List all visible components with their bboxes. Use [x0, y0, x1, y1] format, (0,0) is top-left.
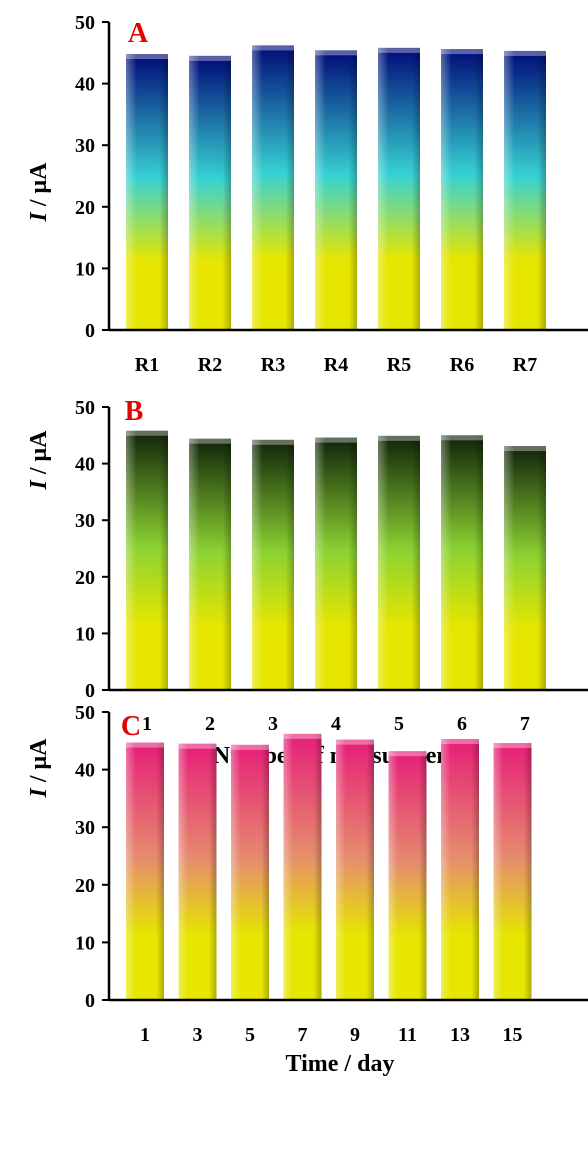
- bar-shade: [441, 435, 483, 690]
- bar-shade: [378, 435, 420, 690]
- x-tick-label: 6: [457, 713, 467, 735]
- x-tick-label: R5: [387, 354, 411, 376]
- panel-label-b: B: [125, 396, 144, 427]
- bar-cap: [441, 49, 483, 55]
- x-tick-label: 7: [520, 713, 530, 735]
- bar-shade: [441, 739, 479, 1000]
- y-tick-label: 50: [75, 12, 95, 34]
- x-axis-title: Time / day: [286, 1051, 395, 1077]
- bar-cap: [441, 435, 483, 441]
- bar-cap: [388, 751, 427, 757]
- bar-cap: [178, 743, 217, 749]
- bar-shade: [252, 45, 294, 331]
- bar-shade: [126, 54, 168, 330]
- x-tick-label: 11: [398, 1024, 417, 1046]
- y-tick-label: 20: [75, 567, 95, 589]
- bar-cap: [252, 45, 294, 51]
- x-tick-label: 1: [140, 1024, 150, 1046]
- bar-shade: [441, 49, 483, 330]
- y-tick-label: 20: [75, 197, 95, 219]
- bar-cap: [231, 744, 269, 750]
- x-tick-label: R4: [324, 354, 348, 376]
- bar-shade: [283, 733, 322, 1000]
- y-tick-label: 20: [75, 875, 95, 897]
- y-tick-label: 40: [75, 760, 95, 782]
- bar-shade: [178, 743, 217, 1000]
- bar-cap: [441, 739, 479, 745]
- bar-shade: [504, 446, 546, 690]
- chart-panel-b: 010203040501234567Number of measurmentsI…: [26, 396, 588, 769]
- bar-cap: [336, 739, 374, 745]
- y-tick-label: 50: [75, 397, 95, 419]
- y-tick-label: 40: [75, 74, 95, 96]
- y-axis-title: I / μA: [26, 430, 52, 491]
- bar-cap: [126, 742, 164, 748]
- y-axis-title: I / μA: [26, 738, 52, 799]
- bar-cap: [283, 733, 322, 739]
- bar-shade: [504, 50, 546, 331]
- y-tick-label: 30: [75, 510, 95, 532]
- y-tick-label: 0: [85, 680, 95, 702]
- x-tick-label: 2: [205, 713, 215, 735]
- panel-label-a: A: [128, 18, 149, 49]
- bar-cap: [315, 437, 357, 443]
- y-tick-label: 10: [75, 932, 95, 954]
- panel-label-c: C: [121, 711, 141, 742]
- x-tick-label: 1: [142, 713, 152, 735]
- bar-shade: [231, 744, 269, 1000]
- bar-cap: [504, 446, 546, 452]
- x-tick-label: 7: [298, 1024, 308, 1046]
- x-tick-label: R2: [198, 354, 222, 376]
- y-tick-label: 0: [85, 320, 95, 342]
- y-tick-label: 10: [75, 623, 95, 645]
- bar-cap: [504, 50, 546, 56]
- x-tick-label: 15: [503, 1024, 523, 1046]
- bar-shade: [252, 439, 294, 690]
- bar-shade: [126, 742, 164, 1000]
- x-tick-label: 13: [450, 1024, 470, 1046]
- x-tick-label: 5: [245, 1024, 255, 1046]
- x-tick-label: R3: [261, 354, 285, 376]
- chart-panel-a: 0 10 20 30 40 50 R1 R2 R3 R4 R5 R6 R7 I / μA A: [26, 12, 588, 376]
- bar-cap: [378, 435, 420, 441]
- x-tick-label: 5: [394, 713, 404, 735]
- x-tick-label: R7: [513, 354, 537, 376]
- bar-shade: [378, 47, 420, 330]
- bar-shade: [189, 438, 231, 690]
- bar-shade: [336, 739, 374, 1000]
- y-tick-label: 30: [75, 135, 95, 157]
- bar-cap: [189, 55, 231, 61]
- x-tick-label: 3: [268, 713, 278, 735]
- bar-shade: [126, 430, 168, 690]
- x-tick-label: 9: [350, 1024, 360, 1046]
- bar-cap: [189, 438, 231, 444]
- bar-cap: [378, 47, 420, 53]
- bar-shade: [315, 50, 357, 330]
- bar-cap: [493, 743, 532, 749]
- x-tick-label: 4: [331, 713, 341, 735]
- y-axis-title: I / μA: [26, 162, 52, 223]
- bar-shade: [493, 743, 532, 1000]
- bar-cap: [126, 54, 168, 60]
- y-tick-label: 40: [75, 454, 95, 476]
- y-tick-label: 10: [75, 258, 95, 280]
- y-tick-label: 50: [75, 702, 95, 724]
- bar-shade: [388, 751, 427, 1000]
- x-tick-label: R6: [450, 354, 474, 376]
- bar-cap: [126, 430, 168, 436]
- bar-cap: [315, 50, 357, 56]
- x-tick-label: 3: [193, 1024, 203, 1046]
- y-tick-label: 30: [75, 817, 95, 839]
- x-tick-label: R1: [135, 354, 159, 376]
- y-tick-label: 0: [85, 990, 95, 1012]
- bar-shade: [189, 55, 231, 330]
- bar-shade: [315, 437, 357, 690]
- bar-cap: [252, 439, 294, 445]
